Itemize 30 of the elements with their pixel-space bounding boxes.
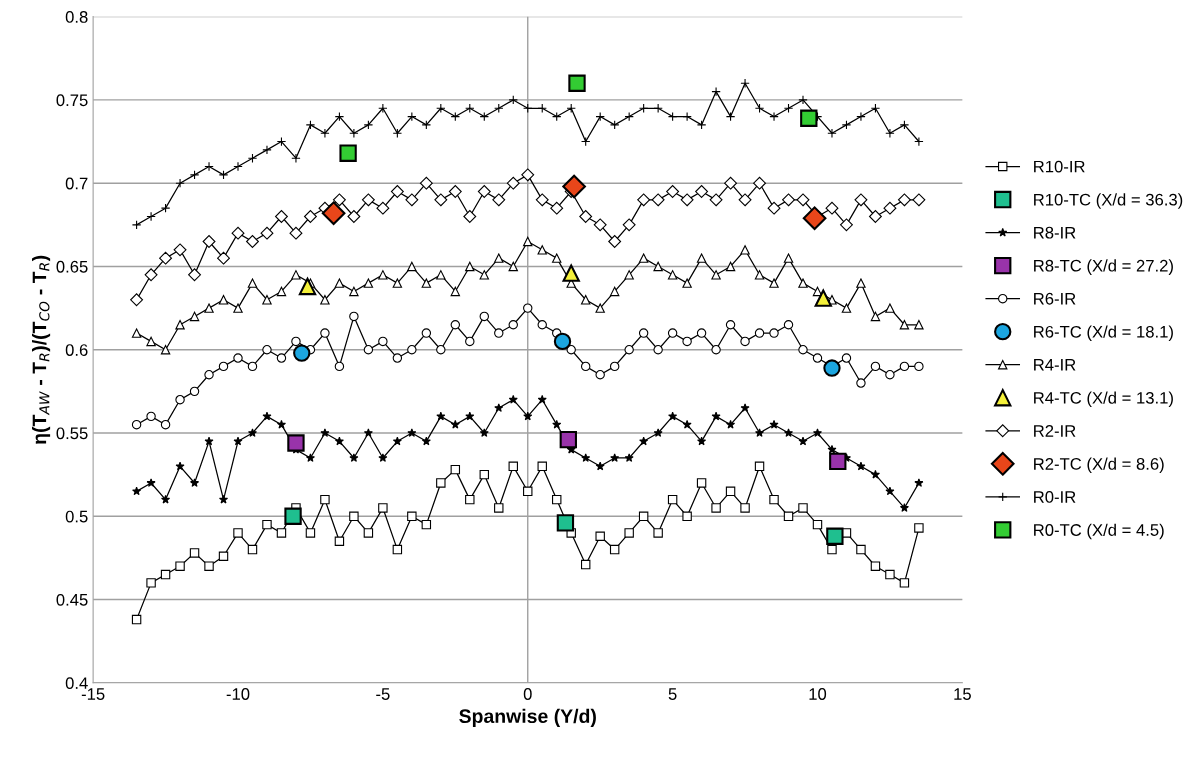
legend-label: R4-TC (X/d = 13.1): [1034, 391, 1173, 408]
y-tick-label: 0.65: [56, 260, 88, 273]
x-axis-title: Spanwise (Y/d): [459, 708, 596, 727]
legend-label: R6-TC (X/d = 18.1): [1034, 325, 1173, 341]
legend-label: R2-TC (X/d = 8.6): [1034, 457, 1164, 474]
y-tick-label: 0.75: [56, 94, 88, 107]
x-tick-label: -15: [81, 688, 105, 700]
legend-label: R8-IR: [1034, 226, 1076, 239]
x-tick-label: 5: [668, 688, 677, 700]
legend-label: R6-IR: [1034, 292, 1076, 305]
y-tick-label: 0.5: [65, 510, 88, 523]
x-tick-label: -5: [376, 688, 390, 700]
legend-label: R10-IR: [1034, 160, 1085, 173]
x-tick-label: -10: [226, 688, 250, 700]
y-tick-label: 0.45: [56, 593, 88, 606]
text: η(T$_{AW}$ - T$_{R}$)/(T$_{CO}$ - T$_{R}$): [32, 255, 51, 444]
legend-label: R8-TC (X/d = 27.2): [1034, 259, 1173, 275]
y-tick-label: 0.6: [65, 344, 88, 356]
y-tick-label: 0.4: [65, 677, 88, 690]
x-tick-label: 0: [523, 688, 532, 700]
legend-label: R4-IR: [1034, 359, 1076, 371]
x-tick-label: 15: [954, 688, 971, 700]
y-tick-label: 0.7: [65, 177, 88, 190]
y-tick-label: 0.55: [56, 427, 88, 440]
legend-label: R0-IR: [1034, 491, 1076, 503]
x-tick-label: 10: [809, 688, 827, 700]
legend-label: R2-IR: [1034, 425, 1076, 437]
legend-label: R10-TC (X/d = 36.3): [1034, 193, 1183, 209]
y-tick-label: 0.8: [65, 11, 88, 23]
legend-label: R0-TC (X/d = 4.5): [1034, 523, 1164, 540]
